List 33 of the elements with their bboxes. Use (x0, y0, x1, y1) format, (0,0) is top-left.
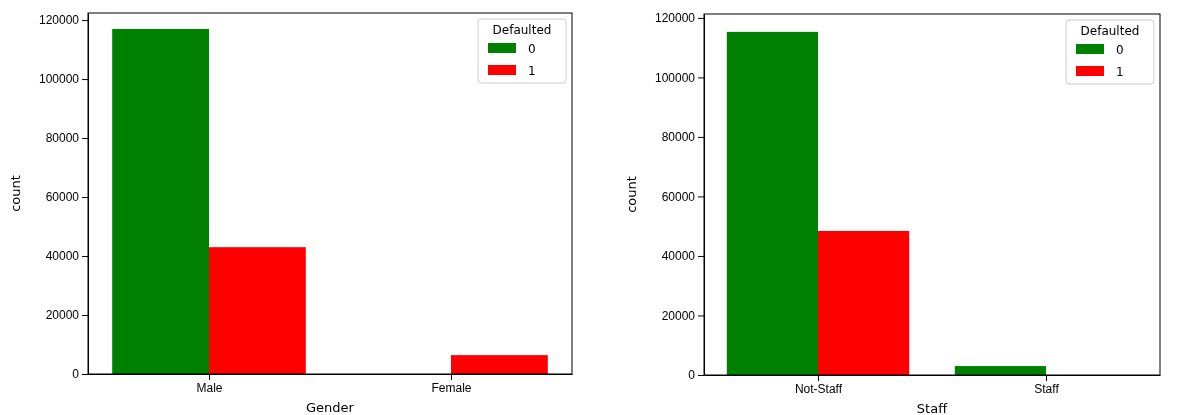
legend-label: 1 (1116, 65, 1124, 79)
y-tick-label: 20000 (45, 308, 80, 323)
bar (209, 247, 306, 374)
x-axis-title: Gender (306, 400, 355, 415)
y-tick-label: 40000 (661, 249, 696, 264)
bar (818, 230, 910, 375)
y-tick-label: 120000 (654, 11, 696, 26)
legend-label: 1 (528, 64, 536, 78)
x-tick-label: Male (196, 380, 223, 395)
bar (726, 31, 818, 375)
legend-title: Defaulted (1080, 24, 1140, 38)
y-tick-label: 40000 (45, 249, 80, 264)
bar (451, 355, 548, 374)
legend-title: Defaulted (492, 23, 552, 37)
y-tick-label: 120000 (38, 13, 80, 28)
x-axis-title: Staff (916, 401, 949, 415)
legend-label: 0 (1116, 43, 1124, 57)
x-tick-label: Female (431, 380, 472, 395)
y-tick-label: 100000 (38, 72, 80, 87)
y-tick-label: 100000 (654, 70, 696, 85)
x-tick-label: Staff (1034, 381, 1060, 396)
y-tick-label: 0 (688, 368, 696, 383)
bar (112, 28, 209, 374)
y-axis-title: count (8, 175, 23, 212)
y-tick-label: 0 (72, 367, 80, 382)
y-tick-label: 80000 (45, 131, 80, 146)
x-tick-label: Not-Staff (794, 381, 843, 396)
y-tick-label: 80000 (661, 130, 696, 145)
y-tick-label: 60000 (45, 190, 80, 205)
y-tick-label: 60000 (661, 189, 696, 204)
y-axis-title: count (624, 176, 639, 213)
legend-label: 0 (528, 42, 536, 56)
y-tick-label: 20000 (661, 308, 696, 323)
